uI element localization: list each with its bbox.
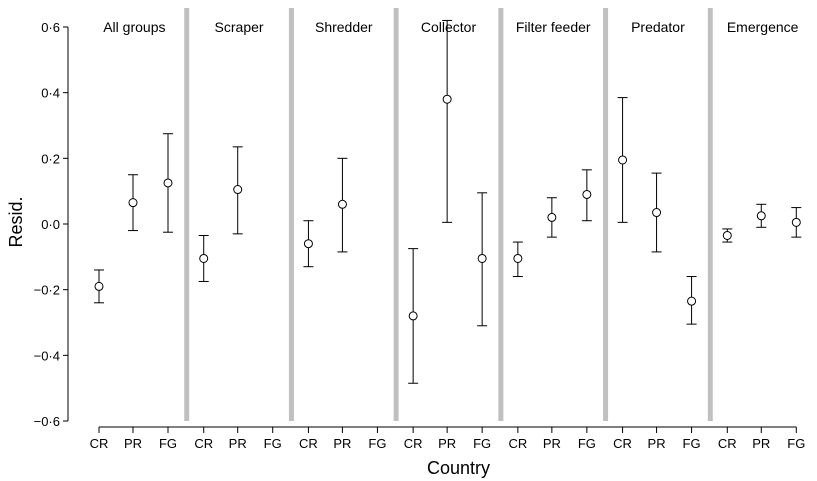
- data-point: [687, 296, 697, 306]
- data-point: [652, 208, 662, 218]
- y-tick-label: 0·6: [41, 20, 60, 35]
- panel-collector: Collector: [408, 19, 488, 384]
- x-tick-label: PR: [752, 436, 770, 451]
- x-tick-label: FG: [578, 436, 596, 451]
- data-point: [618, 155, 628, 165]
- x-tick-label: FG: [264, 436, 282, 451]
- x-tick-label: CR: [613, 436, 632, 451]
- x-axis-title: Country: [427, 458, 490, 478]
- data-point: [722, 230, 732, 240]
- panel-title: Scraper: [215, 19, 264, 35]
- panel-title: Shredder: [315, 19, 373, 35]
- data-point: [199, 253, 209, 263]
- x-tick-label: CR: [404, 436, 423, 451]
- y-tick-label: 0·2: [41, 151, 60, 166]
- x-tick-label: PR: [648, 436, 666, 451]
- x-tick-label: CR: [299, 436, 318, 451]
- y-tick-label: −0·6: [34, 414, 60, 429]
- data-point: [791, 217, 801, 227]
- x-tick-label: FG: [159, 436, 177, 451]
- panel-title: Emergence: [727, 19, 799, 35]
- data-point: [477, 253, 487, 263]
- x-tick-label: FG: [787, 436, 805, 451]
- data-point: [163, 178, 173, 188]
- x-tick-label: CR: [508, 436, 527, 451]
- y-tick-label: −0·4: [34, 348, 60, 363]
- y-tick-label: 0·4: [41, 86, 60, 101]
- x-tick-label: PR: [229, 436, 247, 451]
- x-tick-label: FG: [683, 436, 701, 451]
- y-axis-title: Resid.: [6, 196, 26, 247]
- x-axis: CR PR FG CR PR FG CR PR FG CR PR FG CR PR FG CR PR FG CR PR…: [90, 426, 805, 451]
- data-point: [582, 189, 592, 199]
- data-point: [303, 239, 313, 249]
- data-point: [442, 94, 452, 104]
- x-tick-label: FG: [368, 436, 386, 451]
- panel-shredder: Shredder: [303, 19, 373, 268]
- data-point: [513, 253, 523, 263]
- y-tick-label: −0·2: [34, 283, 60, 298]
- data-point: [128, 198, 138, 208]
- panels: All groups Scraper Shredder Collector Filter…: [94, 19, 802, 384]
- data-point: [337, 199, 347, 209]
- panel-title: Predator: [631, 19, 685, 35]
- y-tick-label: 0·0: [41, 217, 60, 232]
- data-point: [408, 311, 418, 321]
- panel-separators: [184, 8, 713, 421]
- data-point: [233, 185, 243, 195]
- x-tick-label: FG: [473, 436, 491, 451]
- x-tick-label: CR: [194, 436, 213, 451]
- x-tick-label: PR: [333, 436, 351, 451]
- x-tick-label: PR: [543, 436, 561, 451]
- data-point: [94, 281, 104, 291]
- y-axis: 0·6 0·4 0·2 0·0 −0·2 −0·4 −0·6: [34, 20, 69, 429]
- x-tick-label: CR: [90, 436, 109, 451]
- x-tick-label: PR: [438, 436, 456, 451]
- x-tick-label: CR: [718, 436, 737, 451]
- panel-title: Collector: [421, 19, 477, 35]
- panel-scraper: Scraper: [198, 19, 264, 282]
- panel-all-groups: All groups: [94, 19, 173, 304]
- data-point: [547, 212, 557, 222]
- panel-filter-feeder: Filter feeder: [512, 19, 592, 278]
- panel-predator: Predator: [617, 19, 697, 325]
- data-point: [756, 211, 766, 221]
- panel-title: Filter feeder: [516, 19, 591, 35]
- x-tick-label: PR: [124, 436, 142, 451]
- panel-emergence: Emergence: [722, 19, 802, 243]
- panel-title: All groups: [103, 19, 165, 35]
